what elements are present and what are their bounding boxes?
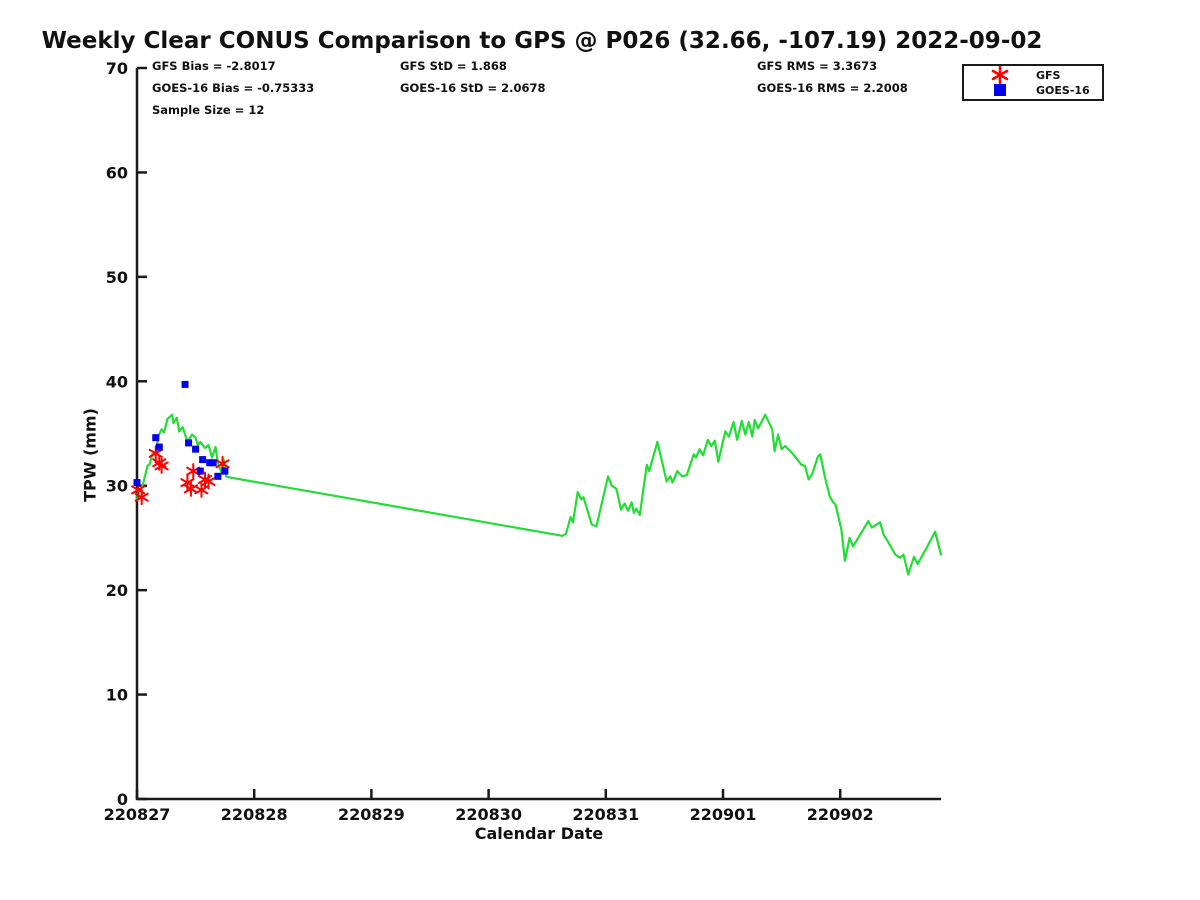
y-tick-label: 10 — [106, 686, 128, 705]
x-tick-label: 220830 — [455, 805, 522, 824]
stats-column-left: GFS Bias = -2.8017 GOES-16 Bias = -0.753… — [152, 55, 314, 121]
goes16-point — [185, 439, 193, 447]
x-axis-label: Calendar Date — [474, 824, 604, 843]
legend-row-goes16: GOES-16 — [964, 83, 1102, 98]
legend: GFS GOES-16 — [962, 64, 1104, 101]
gfs-point — [201, 473, 216, 490]
stat-gfs-rms: GFS RMS = 3.3673 — [757, 59, 878, 73]
y-tick-label: 60 — [106, 163, 128, 182]
legend-label-goes16: GOES-16 — [1036, 83, 1090, 97]
legend-row-gfs: GFS — [964, 65, 1102, 85]
stat-goes16-rms: GOES-16 RMS = 2.2008 — [757, 81, 908, 95]
goes16-point — [221, 467, 229, 475]
goes16-point — [192, 445, 200, 453]
gps-line — [135, 413, 943, 576]
stat-goes16-bias: GOES-16 Bias = -0.75333 — [152, 81, 315, 95]
goes16-point — [133, 479, 141, 487]
y-tick-label: 50 — [106, 268, 128, 287]
goes16-point — [209, 459, 217, 467]
gfs-point — [134, 489, 149, 506]
x-tick-label: 220831 — [572, 805, 639, 824]
legend-label-gfs: GFS — [1036, 68, 1061, 82]
goes16-point — [206, 459, 214, 467]
y-tick-label: 70 — [106, 59, 128, 78]
y-tick-label: 0 — [117, 790, 128, 809]
stat-sample-size: Sample Size = 12 — [152, 103, 265, 117]
stats-column-middle: GFS StD = 1.868 GOES-16 StD = 2.0678 — [400, 55, 545, 99]
x-tick-label: 220829 — [338, 805, 405, 824]
goes16-square-icon — [964, 83, 1036, 97]
axes-line — [135, 68, 941, 801]
goes16-point — [181, 380, 189, 388]
goes16-point — [214, 472, 222, 480]
gfs-point — [154, 457, 169, 474]
goes16-point — [199, 456, 207, 464]
stat-gfs-std: GFS StD = 1.868 — [400, 59, 507, 73]
x-tick-label: 220827 — [104, 805, 171, 824]
y-tick-label: 40 — [106, 372, 128, 391]
y-tick-label: 30 — [106, 477, 128, 496]
x-tick-label: 220901 — [690, 805, 757, 824]
gfs-asterisk-icon — [964, 64, 1036, 86]
chart-title: Weekly Clear CONUS Comparison to GPS @ P… — [41, 28, 1043, 54]
goes16-point — [152, 434, 160, 442]
x-tick-label: 220828 — [221, 805, 288, 824]
y-tick-label: 20 — [106, 581, 128, 600]
stat-gfs-bias: GFS Bias = -2.8017 — [152, 59, 276, 73]
stats-column-right: GFS RMS = 3.3673 GOES-16 RMS = 2.2008 — [757, 55, 908, 99]
goes16-point — [196, 467, 204, 475]
x-tick-label: 220902 — [807, 805, 874, 824]
goes16-point — [155, 443, 163, 451]
stat-goes16-std: GOES-16 StD = 2.0678 — [400, 81, 546, 95]
